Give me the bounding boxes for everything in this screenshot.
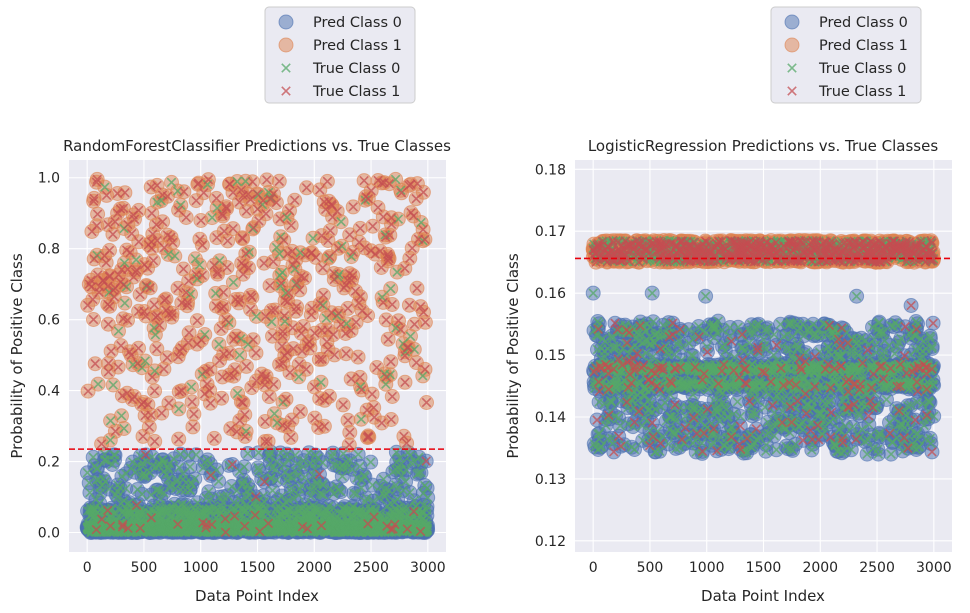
points-left bbox=[79, 171, 436, 540]
chart-left: 0 500 1000 1500 2000 2500 3000 0.00.20.40.60.8… bbox=[8, 6, 451, 605]
